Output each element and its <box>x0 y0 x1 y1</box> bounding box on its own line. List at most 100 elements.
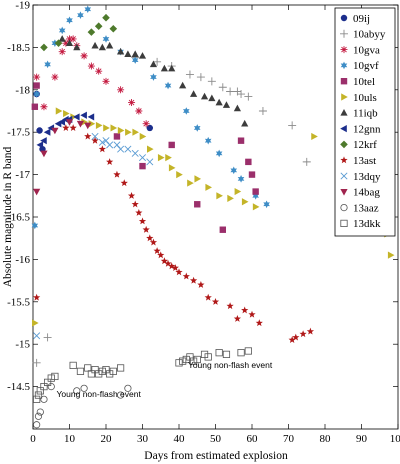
data-point <box>160 64 168 72</box>
data-point <box>207 77 216 86</box>
data-point <box>84 5 92 14</box>
x-tick-label: 90 <box>356 433 368 445</box>
data-point <box>258 107 267 115</box>
data-point <box>153 57 162 66</box>
data-point <box>241 198 249 206</box>
x-tick-label: 70 <box>283 433 295 445</box>
data-point <box>164 259 172 267</box>
data-point <box>73 387 81 395</box>
data-point <box>142 225 150 233</box>
data-point <box>95 67 103 75</box>
legend-item-11iqb: 11iqb <box>340 108 378 120</box>
data-point <box>244 92 253 101</box>
data-point <box>40 382 48 391</box>
data-point <box>226 87 235 96</box>
data-point <box>95 121 103 130</box>
data-point <box>124 384 132 392</box>
data-point <box>110 124 118 132</box>
legend-item-13aaz: 13aaz <box>340 202 379 214</box>
data-point <box>54 39 63 47</box>
data-point <box>131 200 139 208</box>
data-point <box>40 150 48 158</box>
data-point <box>62 39 70 47</box>
data-point <box>131 149 139 157</box>
data-point <box>292 333 300 341</box>
data-point <box>241 119 249 127</box>
data-point <box>98 138 106 146</box>
x-tick-label: 0 <box>30 433 36 445</box>
data-point <box>200 92 209 100</box>
data-point <box>237 90 246 99</box>
data-point <box>168 164 176 172</box>
y-tick-label: -16.5 <box>7 212 30 224</box>
data-point <box>132 128 139 136</box>
data-point <box>120 179 128 187</box>
data-point <box>91 41 99 49</box>
legend-marker <box>340 14 348 22</box>
series-10abyy <box>32 53 311 367</box>
data-point <box>51 372 59 381</box>
data-point <box>311 132 318 141</box>
series-13aaz <box>33 382 132 429</box>
data-point <box>263 200 270 209</box>
x-tick-label: 100 <box>390 433 400 445</box>
y-tick-label: -15.5 <box>7 296 30 308</box>
data-point <box>62 115 69 124</box>
x-tick-label: 30 <box>137 433 149 445</box>
data-point <box>153 247 161 254</box>
data-point <box>168 141 175 149</box>
legend-item-14bag: 14bag <box>340 187 380 199</box>
data-point <box>51 127 59 135</box>
data-point <box>175 359 183 367</box>
data-point <box>106 41 114 49</box>
y-tick-label: -18.5 <box>7 42 30 54</box>
data-point <box>179 81 187 89</box>
data-point <box>185 70 194 79</box>
data-point <box>33 82 40 89</box>
data-point <box>109 367 117 375</box>
series-14bag <box>33 119 92 196</box>
data-point <box>138 52 147 59</box>
legend-label: 13dqy <box>353 171 381 183</box>
data-point <box>80 52 88 60</box>
data-point <box>33 188 41 196</box>
data-point <box>245 158 252 166</box>
legend-marker <box>340 78 348 85</box>
data-point <box>241 306 249 314</box>
data-point <box>138 217 147 225</box>
data-point <box>299 330 307 338</box>
data-point <box>84 364 92 372</box>
data-point <box>128 99 136 107</box>
data-point <box>33 395 41 403</box>
data-point <box>44 378 52 386</box>
data-point <box>215 149 223 158</box>
data-point <box>168 64 176 72</box>
data-point <box>33 293 41 301</box>
data-point <box>186 353 194 361</box>
legend-label: 10gva <box>353 44 380 56</box>
y-tick-label: -19 <box>15 0 30 12</box>
y-axis-title: Absolute magnitude in R band <box>2 146 14 287</box>
legend-label: 12krf <box>353 139 377 151</box>
legend-label: 10tel <box>353 76 375 88</box>
data-point <box>160 257 169 265</box>
legend-marker <box>340 204 348 212</box>
data-point <box>40 137 47 145</box>
data-point <box>44 60 51 69</box>
data-point <box>87 370 95 378</box>
data-point <box>117 145 125 153</box>
data-point <box>176 171 183 179</box>
series-10tel <box>31 82 259 233</box>
data-points <box>31 5 395 429</box>
legend-box <box>334 7 396 237</box>
legend-marker <box>340 140 348 149</box>
data-point <box>124 50 132 57</box>
legend-label: 09ij <box>353 13 370 25</box>
data-point <box>31 221 39 230</box>
data-point <box>32 319 39 327</box>
data-point <box>190 90 198 97</box>
series-13dqy <box>33 132 154 340</box>
legend-item-10abyy: 10abyy <box>340 29 386 41</box>
data-point <box>33 332 41 340</box>
data-point <box>127 192 136 199</box>
